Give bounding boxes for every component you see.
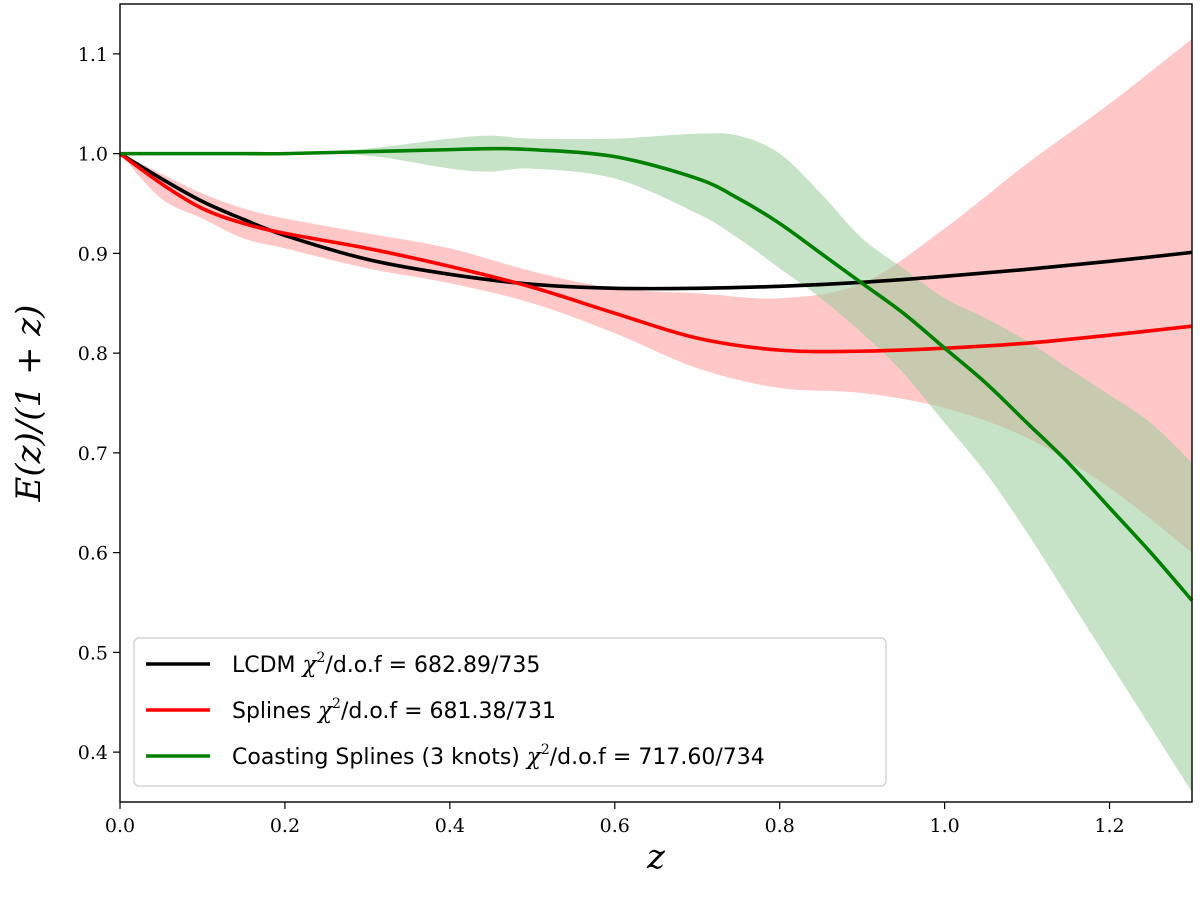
confidence-bands — [120, 38, 1192, 793]
legend-box — [133, 637, 887, 787]
y-axis-label: E(z)/(1 + z) — [9, 305, 49, 503]
x-axis: 0.0 0.2 0.4 0.6 0.8 1.0 1.2 — [105, 802, 1125, 837]
coasting-splines-3-knots-band — [120, 133, 1192, 793]
x-tick-label: 0.4 — [435, 815, 465, 837]
y-tick-label: 0.7 — [78, 443, 108, 465]
x-tick-label: 0.8 — [765, 815, 795, 837]
y-tick-label: 1.1 — [78, 44, 108, 66]
y-tick-label: 0.8 — [78, 343, 108, 365]
splines-band — [120, 38, 1192, 553]
legend: LCDM χ2/d.o.f = 682.89/735 Splines χ2/d.o… — [133, 637, 887, 787]
lcdm-line — [119, 152, 1193, 291]
splines-line — [118, 152, 1193, 354]
y-tick-label: 0.6 — [78, 543, 108, 565]
x-tick-label: 0.2 — [270, 815, 300, 837]
x-tick-label: 1.2 — [1094, 815, 1124, 837]
plot-frame — [119, 3, 1193, 803]
legend-entry: Splines χ2/d.o.f = 681.38/731 — [232, 696, 556, 724]
y-tick-label: 0.4 — [78, 742, 108, 764]
x-tick-label: 0.6 — [600, 815, 630, 837]
legend-entry: Coasting Splines (3 knots) χ2/d.o.f = 71… — [232, 742, 765, 770]
y-tick-label: 0.5 — [78, 642, 108, 664]
legend-entry: LCDM χ2/d.o.f = 682.89/735 — [232, 650, 540, 678]
y-axis: 0.4 0.5 0.6 0.7 0.8 0.9 1.0 1.1 — [78, 44, 120, 764]
y-tick-label: 0.9 — [78, 243, 108, 265]
series-lines — [118, 146, 1194, 602]
y-tick-label: 1.0 — [78, 144, 108, 166]
x-tick-label: 1.0 — [930, 815, 960, 837]
x-tick-label: 0.0 — [105, 815, 135, 837]
coasting-splines-3-knots-line — [120, 146, 1194, 602]
x-axis-label: z — [646, 837, 666, 877]
